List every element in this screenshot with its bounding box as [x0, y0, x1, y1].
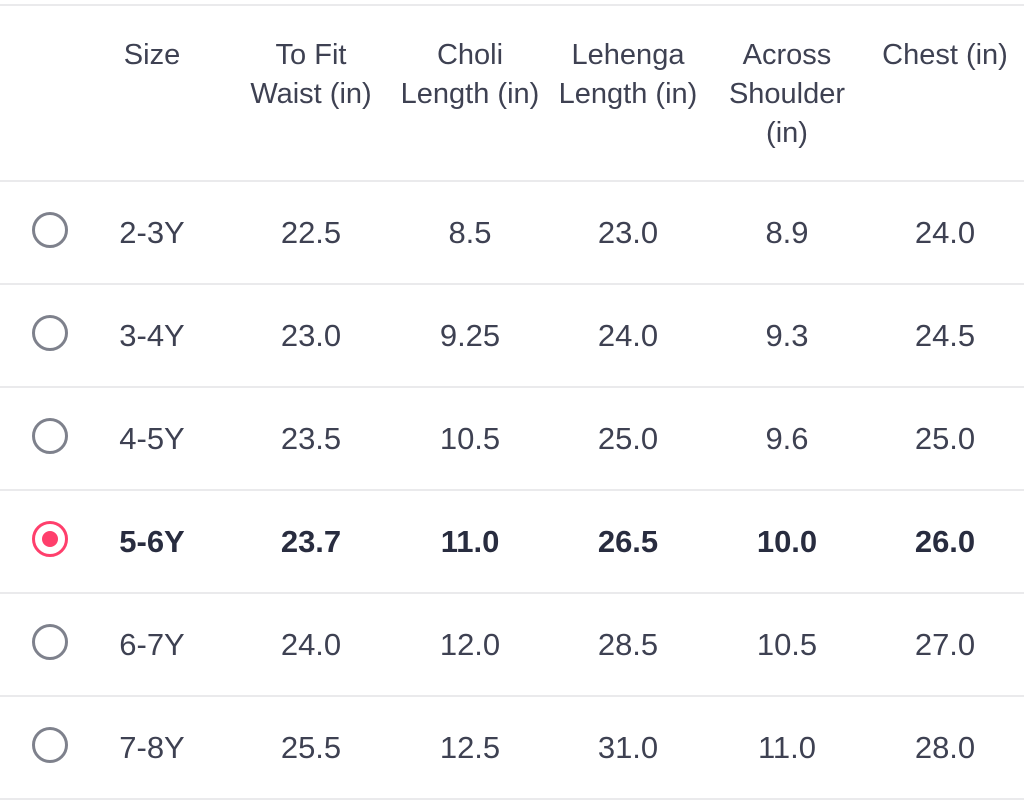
table-row[interactable]: 7-8Y 25.5 12.5 31.0 11.0 28.0 — [0, 697, 1024, 800]
cell-size: 7-8Y — [119, 730, 185, 765]
size-radio[interactable] — [32, 521, 68, 557]
cell-waist: 23.7 — [280, 524, 342, 559]
header-to-fit-waist: To Fit Waist (in) — [250, 39, 372, 110]
cell-chest: 24.0 — [914, 215, 976, 250]
cell-across-shoulder: 8.9 — [765, 215, 809, 250]
cell-lehenga-length: 25.0 — [597, 421, 659, 456]
size-radio[interactable] — [32, 212, 68, 248]
cell-size: 6-7Y — [119, 627, 185, 662]
cell-chest: 25.0 — [914, 421, 976, 456]
cell-size: 2-3Y — [119, 215, 185, 250]
cell-lehenga-length: 26.5 — [597, 524, 659, 559]
cell-lehenga-length: 31.0 — [597, 730, 659, 765]
table-row[interactable]: 4-5Y 23.5 10.5 25.0 9.6 25.0 — [0, 388, 1024, 491]
table-row[interactable]: 5-6Y 23.7 11.0 26.5 10.0 26.0 — [0, 491, 1024, 594]
header-choli-length: Choli Length (in) — [400, 39, 540, 110]
cell-across-shoulder: 9.3 — [765, 318, 809, 353]
cell-lehenga-length: 24.0 — [597, 318, 659, 353]
cell-chest: 26.0 — [914, 524, 976, 559]
table-header-row: Size To Fit Waist (in) Choli Length (in)… — [0, 6, 1024, 182]
cell-choli-length: 10.5 — [439, 421, 501, 456]
table-row[interactable]: 2-3Y 22.5 8.5 23.0 8.9 24.0 — [0, 182, 1024, 285]
cell-chest: 24.5 — [914, 318, 976, 353]
cell-across-shoulder: 10.0 — [756, 524, 818, 559]
cell-size: 3-4Y — [119, 318, 185, 353]
size-radio[interactable] — [32, 727, 68, 763]
cell-size: 4-5Y — [119, 421, 185, 456]
cell-across-shoulder: 10.5 — [756, 627, 818, 662]
top-divider — [0, 4, 1024, 6]
size-radio[interactable] — [32, 315, 68, 351]
cell-waist: 23.0 — [280, 318, 342, 353]
size-radio[interactable] — [32, 624, 68, 660]
cell-across-shoulder: 11.0 — [757, 730, 817, 765]
cell-waist: 24.0 — [280, 627, 342, 662]
cell-chest: 27.0 — [914, 627, 976, 662]
cell-choli-length: 12.0 — [439, 627, 501, 662]
cell-waist: 22.5 — [280, 215, 342, 250]
table-row[interactable]: 6-7Y 24.0 12.0 28.5 10.5 27.0 — [0, 594, 1024, 697]
cell-lehenga-length: 28.5 — [597, 627, 659, 662]
cell-choli-length: 8.5 — [448, 215, 492, 250]
size-chart-table: Size To Fit Waist (in) Choli Length (in)… — [0, 6, 1024, 800]
cell-across-shoulder: 9.6 — [765, 421, 809, 456]
cell-waist: 25.5 — [280, 730, 342, 765]
cell-chest: 28.0 — [914, 730, 976, 765]
header-across-shoulder: Across Shoulder (in) — [728, 39, 846, 149]
table-row[interactable]: 3-4Y 23.0 9.25 24.0 9.3 24.5 — [0, 285, 1024, 388]
header-size: Size — [123, 39, 181, 71]
cell-choli-length: 9.25 — [439, 318, 501, 353]
cell-lehenga-length: 23.0 — [597, 215, 659, 250]
cell-size: 5-6Y — [119, 524, 185, 559]
cell-choli-length: 11.0 — [440, 524, 500, 559]
size-radio[interactable] — [32, 418, 68, 454]
cell-waist: 23.5 — [280, 421, 342, 456]
header-lehenga-length: Lehenga Length (in) — [558, 39, 698, 110]
cell-choli-length: 12.5 — [439, 730, 501, 765]
header-chest: Chest (in) — [882, 39, 1008, 71]
